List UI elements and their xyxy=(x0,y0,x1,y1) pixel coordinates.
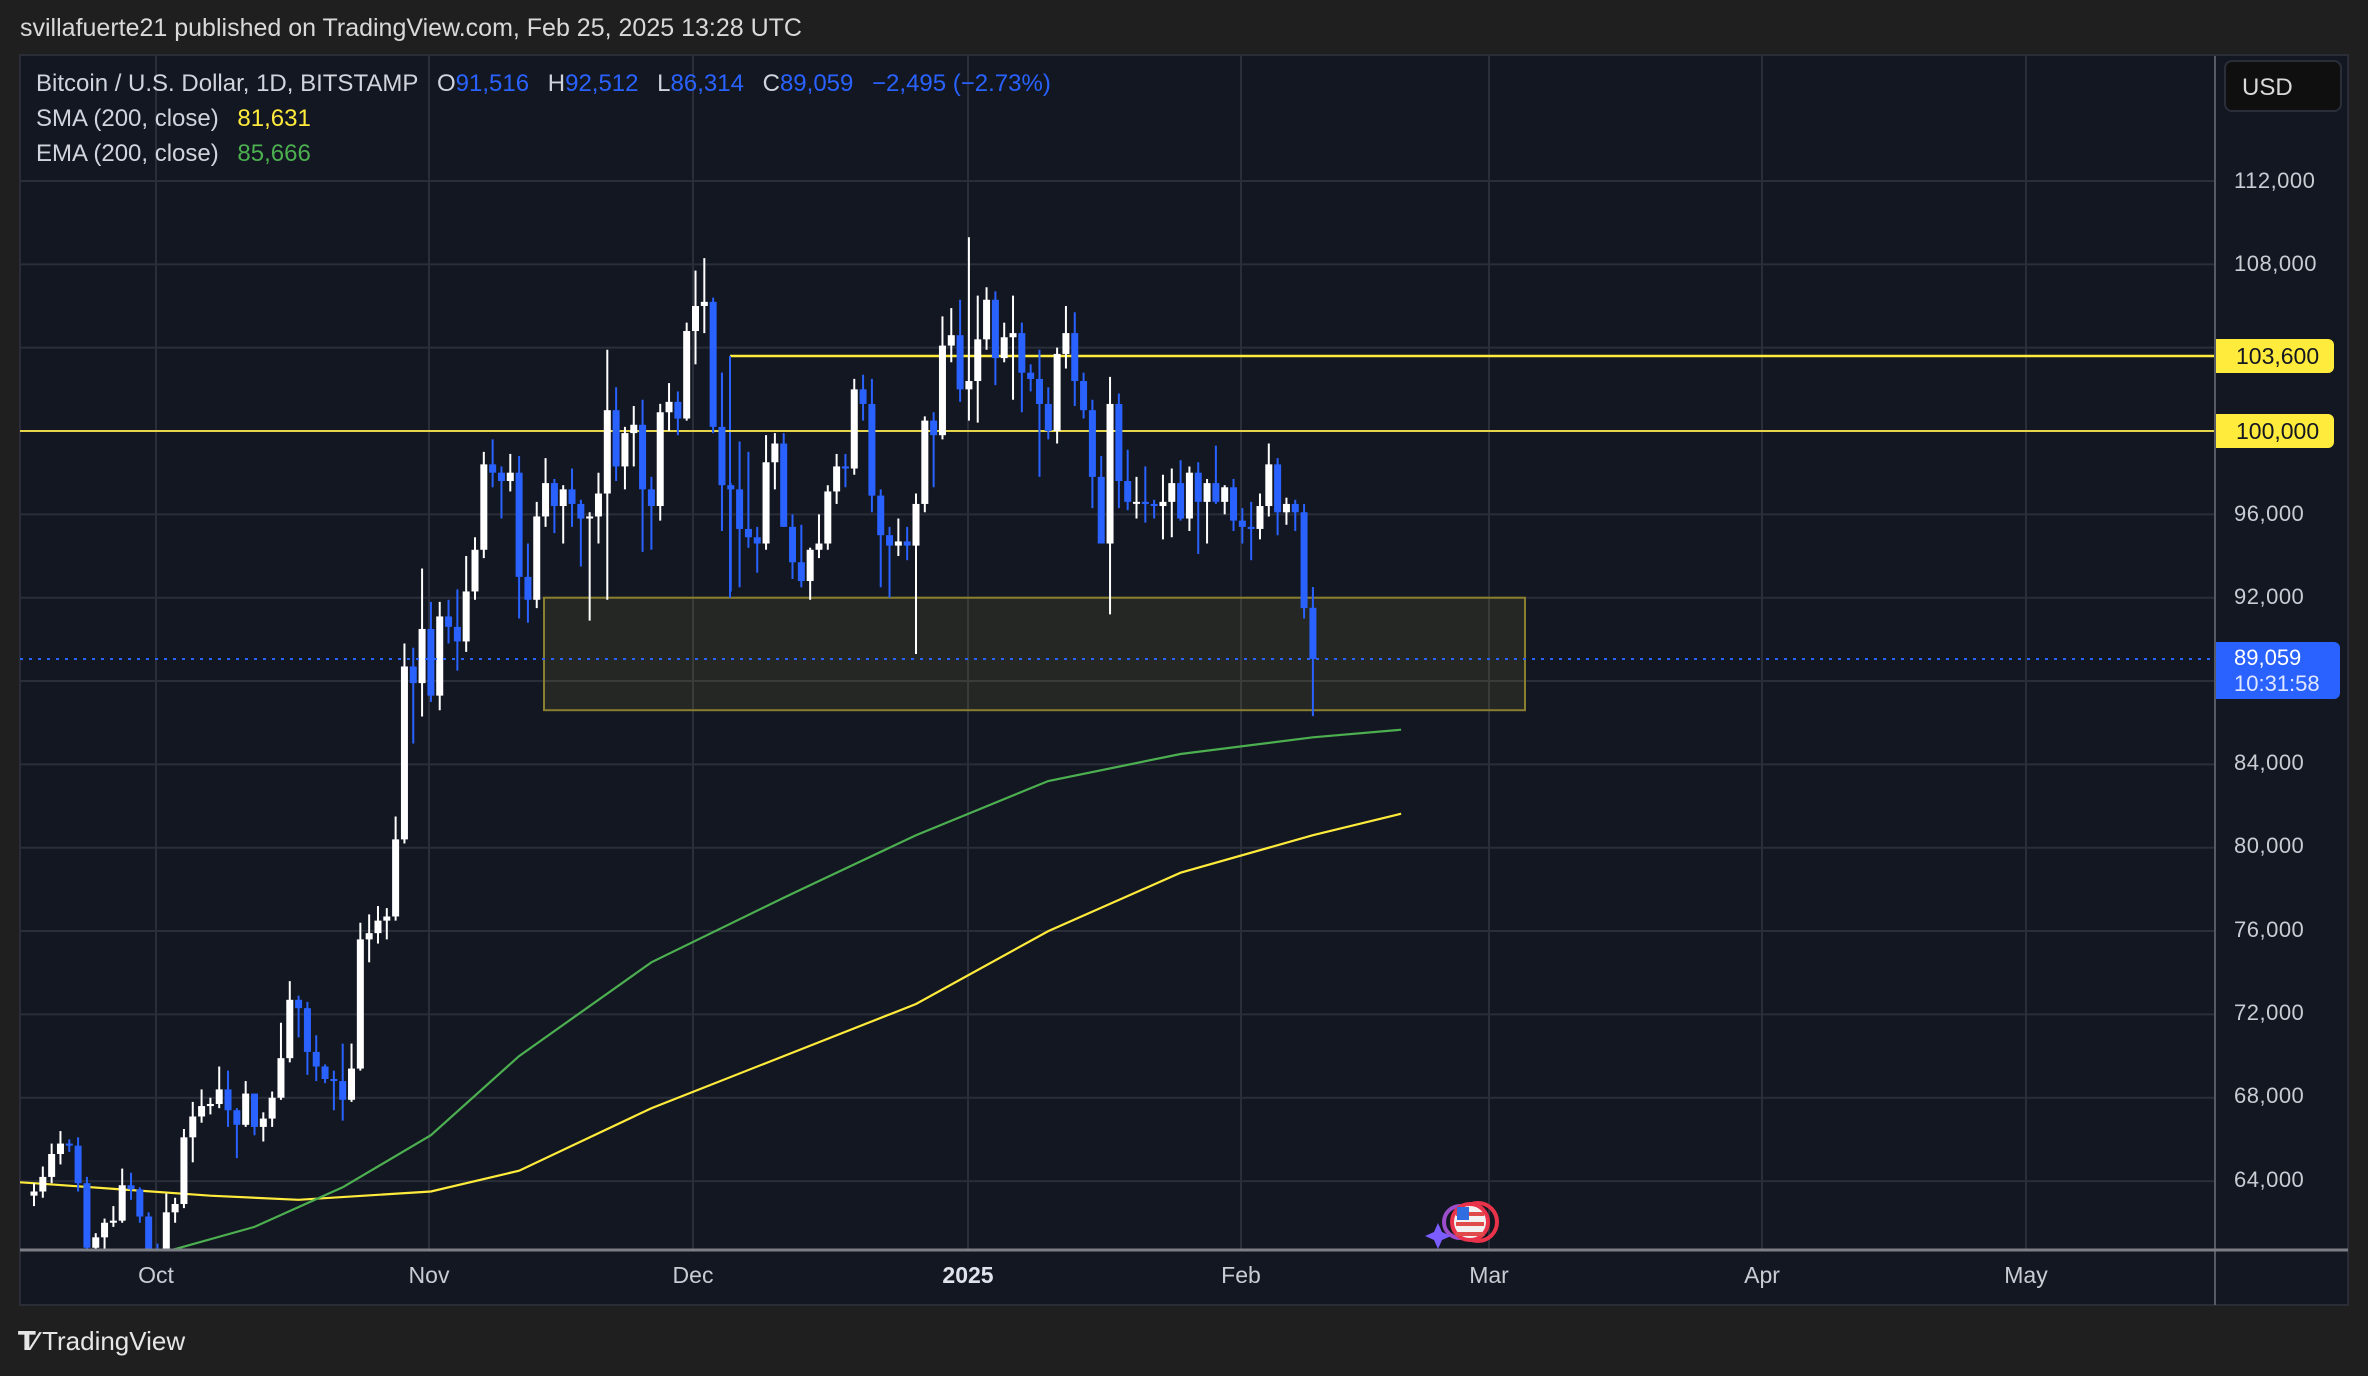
price-tick: 84,000 xyxy=(2234,750,2305,775)
open-label: O xyxy=(437,70,456,97)
legend-ema-row[interactable]: EMA (200, close) 85,666 xyxy=(36,136,1051,171)
price-tick: 72,000 xyxy=(2234,1000,2305,1025)
time-label-mar: Mar xyxy=(1469,1262,1509,1288)
close-value: 89,059 xyxy=(779,70,854,97)
tradingview-logo-icon: 𝗧∕ xyxy=(18,1326,37,1356)
time-label-feb: Feb xyxy=(1221,1262,1261,1288)
low-value: 86,314 xyxy=(670,70,744,97)
open-value: 91,516 xyxy=(455,70,530,97)
time-label-nov: Nov xyxy=(408,1262,450,1288)
sma-label: SMA (200, close) xyxy=(36,105,219,132)
tradingview-brand: TradingView xyxy=(42,1326,186,1356)
bar-countdown: 10:31:58 xyxy=(2234,671,2320,696)
level-label-103600[interactable]: 103,600 xyxy=(2216,339,2334,373)
legend-symbol-row[interactable]: Bitcoin / U.S. Dollar, 1D, BITSTAMP O91,… xyxy=(36,66,1051,101)
sma-value: 81,631 xyxy=(237,105,311,132)
legend-sma-row[interactable]: SMA (200, close) 81,631 xyxy=(36,101,1051,136)
price-tick: 96,000 xyxy=(2234,501,2305,526)
time-label-apr: Apr xyxy=(1744,1262,1780,1288)
high-label: H xyxy=(547,70,566,97)
price-tick: 108,000 xyxy=(2234,251,2318,276)
current-price: 89,059 xyxy=(2234,645,2302,670)
change-value: −2,495 (−2.73%) xyxy=(872,70,1051,97)
ema-value: 85,666 xyxy=(237,140,311,167)
time-label-may: May xyxy=(2004,1262,2048,1288)
tradingview-logo[interactable]: 𝗧∕ TradingView xyxy=(18,1326,185,1357)
ema-label: EMA (200, close) xyxy=(36,140,219,167)
time-label-oct: Oct xyxy=(138,1262,174,1288)
publisher-line: svillafuerte21 published on TradingView.… xyxy=(20,14,802,42)
price-tick: 64,000 xyxy=(2234,1167,2305,1192)
price-tick: 76,000 xyxy=(2234,917,2305,942)
symbol-title: Bitcoin / U.S. Dollar, 1D, BITSTAMP xyxy=(36,70,419,97)
price-tick: 112,000 xyxy=(2234,168,2316,193)
price-tick: 80,000 xyxy=(2234,833,2305,858)
price-tick: 68,000 xyxy=(2234,1083,2305,1108)
currency-button[interactable]: USD xyxy=(2224,60,2342,112)
legend: Bitcoin / U.S. Dollar, 1D, BITSTAMP O91,… xyxy=(36,66,1051,171)
high-value: 92,512 xyxy=(565,70,639,97)
current-price-label: 89,059 10:31:58 xyxy=(2216,642,2340,699)
low-label: L xyxy=(657,70,671,97)
time-label-dec: Dec xyxy=(672,1262,714,1288)
close-label: C xyxy=(762,70,780,97)
time-label-2025: 2025 xyxy=(942,1262,994,1288)
economic-event-icons xyxy=(1425,1201,1499,1249)
price-tick: 92,000 xyxy=(2234,584,2305,609)
level-label-100000[interactable]: 100,000 xyxy=(2216,414,2334,448)
